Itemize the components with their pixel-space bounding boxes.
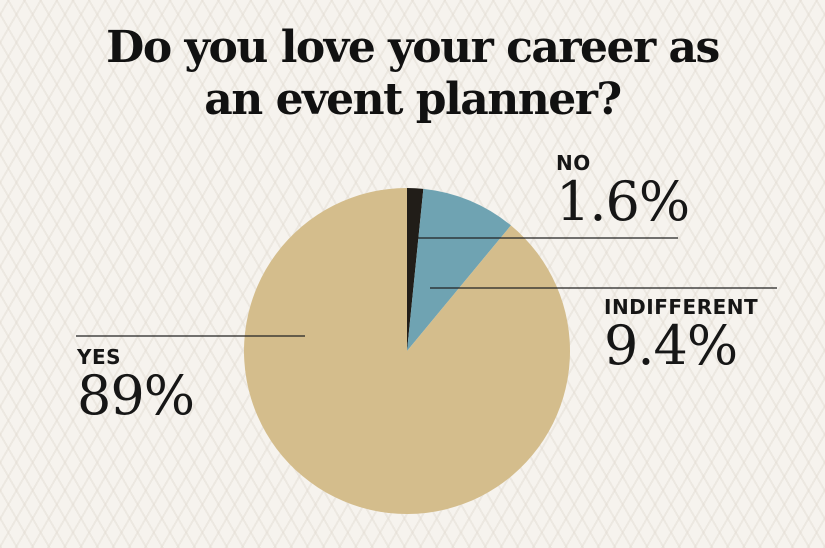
- slice-name-no: NO: [556, 151, 591, 175]
- chart-title-line-1: Do you love your career as: [106, 22, 720, 73]
- slice-name-indifferent: INDIFFERENT: [604, 295, 759, 319]
- pie-slice-no: [407, 188, 424, 351]
- chart-title-line-2: an event planner?: [204, 74, 622, 125]
- slice-value-yes: 89%: [77, 364, 195, 427]
- slice-label-yes: YES 89%: [77, 345, 195, 427]
- pie-slice-yes: [244, 188, 570, 514]
- slice-value-indifferent: 9.4%: [604, 314, 738, 377]
- slice-label-no: NO 1.6%: [556, 151, 690, 233]
- slice-value-no: 1.6%: [556, 170, 690, 233]
- pie-slice-indifferent: [407, 188, 511, 351]
- chart-title: Do you love your career as an event plan…: [0, 22, 825, 126]
- slice-label-indifferent: INDIFFERENT 9.4%: [604, 296, 758, 374]
- slice-name-yes: YES: [77, 345, 122, 369]
